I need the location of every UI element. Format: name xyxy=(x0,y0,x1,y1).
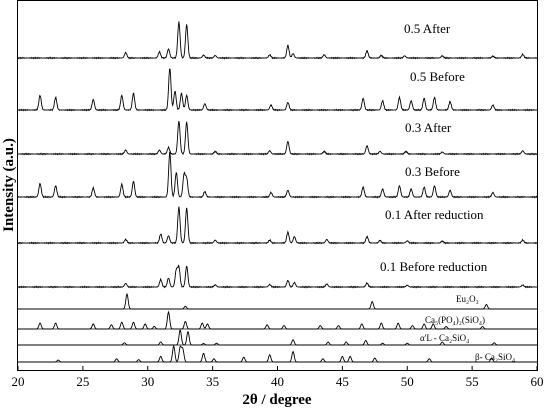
x-tick-label-50: 50 xyxy=(401,374,414,389)
series-line-2 xyxy=(17,68,538,112)
series-line-4 xyxy=(17,151,538,199)
series-line-6 xyxy=(17,264,538,289)
series-line-1 xyxy=(17,21,538,60)
x-tick-label-35: 35 xyxy=(206,374,219,389)
series-label-4: 0.3 Before xyxy=(405,164,460,179)
x-tick-label-25: 25 xyxy=(76,374,89,389)
series-label-10: β- Ca₂SiO₄ xyxy=(475,352,515,362)
traces-group xyxy=(17,21,538,363)
x-tick-label-20: 20 xyxy=(12,374,25,389)
series-label-6: 0.1 Before reduction xyxy=(380,259,488,274)
series-label-9: α'L - Ca₂SiO₄ xyxy=(420,333,469,343)
x-tick-label-55: 55 xyxy=(466,374,479,389)
trace-labels-group: 0.5 After 0.5 Before 0.3 After 0.3 Before 0.… xyxy=(380,21,515,362)
x-ticks-group: 20 25 30 35 40 45 50 55 60 xyxy=(12,366,544,389)
series-line-10 xyxy=(18,344,537,363)
series-line-3 xyxy=(17,121,538,156)
series-label-5: 0.1 After reduction xyxy=(385,207,484,222)
y-axis-title: Intensity (a.u.) xyxy=(1,138,17,232)
x-tick-label-45: 45 xyxy=(336,374,349,389)
x-tick-label-60: 60 xyxy=(531,374,544,389)
series-label-8: Ca₅(PO₄)₂(SiO₄) xyxy=(425,315,485,325)
series-label-1: 0.5 After xyxy=(404,21,451,36)
series-line-5 xyxy=(17,206,538,245)
series-label-3: 0.3 After xyxy=(405,120,452,135)
x-axis-title: 2θ / degree xyxy=(242,392,312,408)
series-label-2: 0.5 Before xyxy=(410,69,465,84)
x-tick-label-40: 40 xyxy=(271,374,284,389)
series-label-7: Eu₂O₃ xyxy=(456,294,479,304)
x-tick-label-30: 30 xyxy=(141,374,154,389)
